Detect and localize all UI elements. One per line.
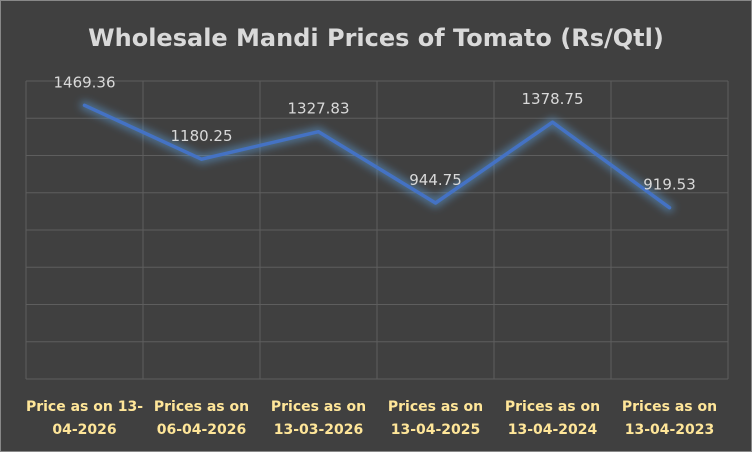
category-axis-labels: Price as on 13- 04-2026 Prices as on 06-04-… xyxy=(26,399,717,438)
category-tick-label: Prices as on xyxy=(388,399,483,415)
category-tick-label: Prices as on xyxy=(154,399,249,415)
data-point xyxy=(200,158,203,161)
data-point xyxy=(551,121,554,124)
category-tick-label: Prices as on xyxy=(505,399,600,415)
line-chart: Wholesale Mandi Prices of Tomato (Rs/Qtl… xyxy=(1,1,751,451)
chart-container: Wholesale Mandi Prices of Tomato (Rs/Qtl… xyxy=(0,0,752,452)
category-tick-label: 13-04-2023 xyxy=(625,422,715,438)
chart-title: Wholesale Mandi Prices of Tomato (Rs/Qtl… xyxy=(88,24,664,52)
category-tick-label: 04-2026 xyxy=(52,422,116,438)
data-label: 1180.25 xyxy=(170,127,232,145)
category-tick-label: 13-04-2025 xyxy=(391,422,481,438)
category-tick-label: 06-04-2026 xyxy=(157,422,247,438)
data-label: 944.75 xyxy=(409,171,462,189)
data-label: 919.53 xyxy=(643,176,696,194)
category-tick-label: Prices as on xyxy=(271,399,366,415)
data-point xyxy=(317,130,320,133)
category-tick-label: 13-04-2024 xyxy=(508,422,598,438)
data-label: 1327.83 xyxy=(287,100,349,118)
category-tick-label: Prices as on xyxy=(622,399,717,415)
data-point xyxy=(83,104,86,107)
data-point xyxy=(668,206,671,209)
data-label: 1378.75 xyxy=(521,90,583,108)
category-tick-label: 13-03-2026 xyxy=(274,422,364,438)
data-point xyxy=(434,202,437,205)
data-label: 1469.36 xyxy=(53,73,115,91)
category-tick-label: Price as on 13- xyxy=(26,399,143,415)
